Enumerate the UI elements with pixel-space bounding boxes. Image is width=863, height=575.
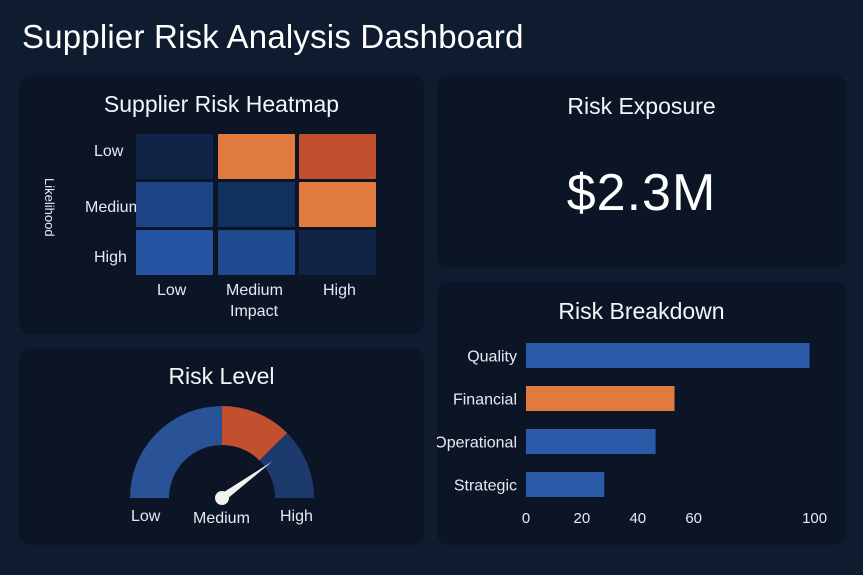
heatmap-col-label: High [323,282,356,299]
gauge-needle [219,461,273,502]
heatmap-col-label: Medium [226,282,283,299]
bar-category-label: Operational [437,435,517,452]
risk-exposure-value: $2.3M [566,164,717,222]
heatmap-cell[interactable] [218,134,295,179]
gauge-segment-high [259,432,314,498]
x-tick-label: 0 [522,510,530,527]
gauge-needle-hub [215,491,229,505]
gauge-label-medium: Medium [193,510,250,527]
heatmap-row-label: High [94,249,127,266]
heatmap-col-label: Low [157,282,187,299]
x-tick-label: 40 [629,510,646,527]
heatmap-row-label: Low [94,143,124,160]
gauge-label-low: Low [131,508,161,525]
heatmap-cell[interactable] [136,230,213,275]
heatmap-title: Supplier Risk Heatmap [103,91,340,117]
risk-breakdown-chart: Quality Financial Operational Strategic 0 20 4… [437,343,827,527]
risk-exposure-card: Risk Exposure $2.3M [437,75,846,268]
x-tick-label: 60 [685,510,702,527]
heatmap-cell[interactable] [218,182,295,227]
heatmap-cell[interactable] [136,134,213,179]
gauge-segment-low [130,406,222,498]
heatmap-y-axis-label: Likelihood [42,178,57,237]
heatmap-row-label: Medium [85,199,142,216]
heatmap-x-axis-label: Impact [230,303,279,320]
bar-quality[interactable] [526,343,810,368]
gauge-label-high: High [280,508,313,525]
x-tick-label: 100 [802,510,827,527]
x-tick-label: 20 [574,510,591,527]
heatmap-cell[interactable] [299,134,376,179]
heatmap-cell[interactable] [299,230,376,275]
bar-category-label: Strategic [454,478,517,495]
bar-strategic[interactable] [526,472,605,497]
risk-gauge [130,406,314,505]
bar-category-label: Financial [453,392,517,409]
heatmap-cell[interactable] [299,182,376,227]
heatmap-card: Supplier Risk Heatmap Likelihood Low Med… [19,75,424,334]
bar-financial[interactable] [526,386,675,411]
gauge-segment-medium [222,406,288,461]
risk-level-card: Risk Level Low Medium High [19,348,424,545]
heatmap-cell[interactable] [136,182,213,227]
risk-breakdown-card: Risk Breakdown Quality Financial Operation… [437,282,846,545]
risk-level-title: Risk Level [168,363,275,389]
risk-breakdown-title: Risk Breakdown [558,298,725,324]
bar-operational[interactable] [526,429,656,454]
risk-exposure-title: Risk Exposure [567,93,716,119]
heatmap-cell[interactable] [218,230,295,275]
bar-category-label: Quality [467,349,517,366]
dashboard-title: Supplier Risk Analysis Dashboard [22,18,524,55]
